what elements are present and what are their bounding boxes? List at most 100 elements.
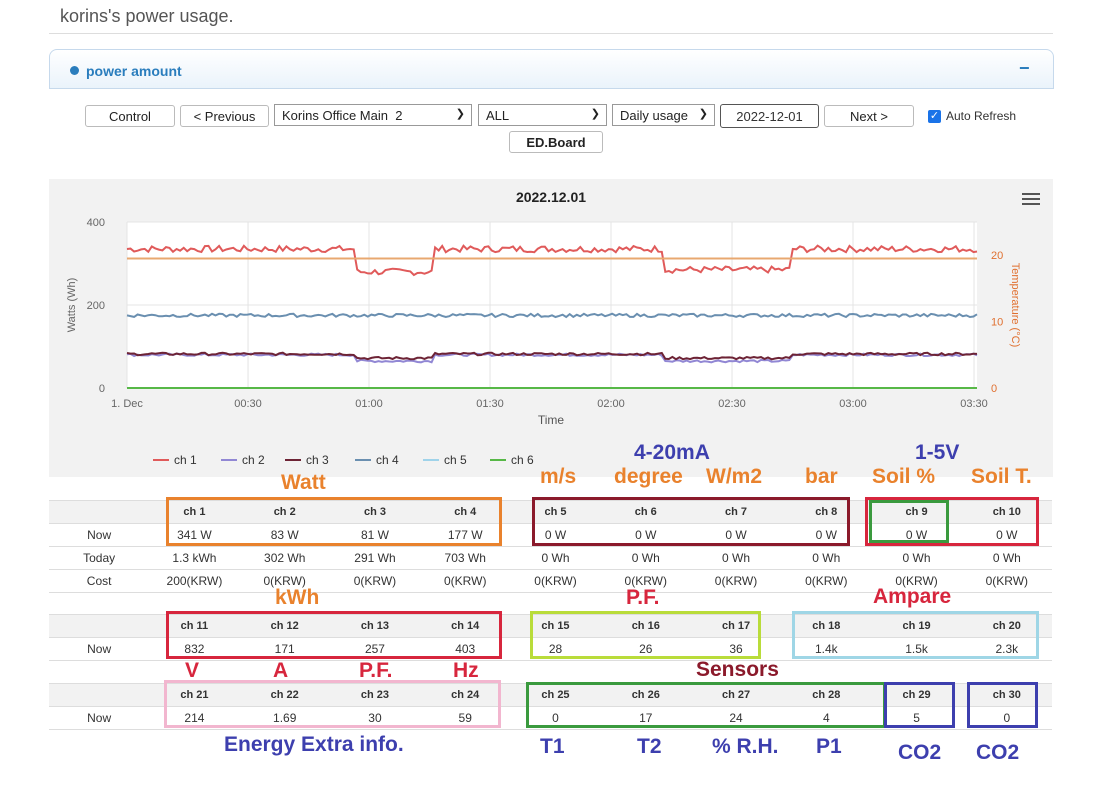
channel-value: 171	[239, 637, 330, 661]
row-label: Now	[49, 706, 150, 730]
series-line-ch-3	[126, 351, 978, 361]
channel-header: ch 4	[420, 500, 511, 524]
channel-header: ch 19	[871, 614, 962, 638]
co2-label-29: CO2	[898, 741, 942, 764]
channel-value: 0 W	[961, 523, 1052, 547]
channel-value: 0	[961, 706, 1052, 730]
panel-title: power amount	[86, 63, 182, 79]
energy-extra-label: Energy Extra info.	[224, 733, 404, 756]
channel-value: 24	[690, 706, 782, 730]
ma-label: 4-20mA	[634, 441, 710, 464]
channel-filter-select[interactable]: ALL ❯	[478, 104, 607, 126]
channel-header: ch 26	[600, 683, 691, 707]
x-tick-label: 03:30	[960, 398, 988, 410]
a-label: A	[273, 659, 289, 682]
power-chart: 1. Dec 00:30 01:00 01:30 02:00 02:30 03:00 03:3…	[49, 179, 1053, 477]
v-label: V	[185, 659, 200, 682]
y-axis-label: Watts (Wh)	[66, 278, 78, 333]
channel-value: 0(KRW)	[239, 569, 330, 593]
chart-svg: 1. Dec 00:30 01:00 01:30 02:00 02:30 03:00 03:3…	[66, 189, 1021, 467]
channel-value: 5	[871, 706, 962, 730]
channel-value: 0 W	[690, 523, 782, 547]
clock-icon	[70, 66, 79, 75]
channel-header: ch 25	[510, 683, 601, 707]
date-input[interactable]: 2022-12-01	[720, 104, 819, 128]
next-button[interactable]: Next >	[824, 105, 914, 127]
title-divider	[49, 33, 1053, 34]
ma-group-box	[532, 497, 850, 546]
row-label: Now	[49, 637, 150, 661]
channel-header: ch 14	[420, 614, 511, 638]
channel-value: 2.3k	[961, 637, 1052, 661]
channel-value: 59	[420, 706, 511, 730]
channel-value: 83 W	[239, 523, 330, 547]
wm2-label: W/m2	[706, 465, 763, 488]
channel-table-3: ch 21 ch 22 ch 23 ch 24 ch 25 ch 26 ch 27 ch 28…	[49, 683, 1052, 730]
x-tick-label: 01:00	[355, 398, 383, 410]
co2-label-30: CO2	[976, 741, 1020, 764]
channel-value: 291 Wh	[329, 546, 421, 570]
channel-table-1: ch 1 ch 2 ch 3 ch 4 ch 5 ch 6 ch 7 ch 8 ch 9 ch 1…	[49, 500, 1052, 593]
legend-label: ch 1	[174, 453, 197, 467]
row-label-spacer	[49, 614, 150, 638]
bar-label: bar	[805, 465, 838, 488]
channel-value: 0(KRW)	[781, 569, 872, 593]
rh-label: % R.H.	[712, 735, 779, 758]
channel-value: 4	[781, 706, 872, 730]
y2-tick-label: 10	[991, 317, 1003, 329]
pf-group-box	[530, 611, 761, 659]
channel-value: 200(KRW)	[149, 569, 240, 593]
channel-header: ch 27	[690, 683, 782, 707]
y2-axis-label: Temperature (°C)	[1009, 263, 1021, 347]
channel-value: 17	[600, 706, 691, 730]
v15-label: 1-5V	[915, 441, 960, 464]
channel-value: 0 Wh	[690, 546, 782, 570]
legend-label: ch 6	[511, 453, 534, 467]
soil-pct-label: Soil %	[872, 465, 936, 488]
channel-header: ch 18	[781, 614, 872, 638]
y2-tick-label: 20	[991, 250, 1003, 262]
pf-label: P.F.	[359, 659, 393, 682]
channel-value: 81 W	[329, 523, 421, 547]
soil-group-box	[869, 500, 949, 543]
t1-label: T1	[540, 735, 565, 758]
power-amount-panel-header	[49, 49, 1054, 89]
chevron-down-icon: ❯	[590, 108, 600, 120]
chart-menu-icon[interactable]	[1022, 193, 1040, 208]
x-tick-label: 02:00	[597, 398, 625, 410]
usage-mode-select[interactable]: Daily usage ❯	[612, 104, 715, 126]
row-label: Now	[49, 523, 150, 547]
channel-table-2: ch 11 ch 12 ch 13 ch 14 ch 15 ch 16 ch 17 ch 18…	[49, 614, 1052, 661]
channel-header: ch 13	[329, 614, 421, 638]
sensors-label: Sensors	[696, 658, 779, 681]
channel-header: ch 16	[600, 614, 691, 638]
channel-header: ch 23	[329, 683, 421, 707]
control-button[interactable]: Control	[85, 105, 175, 127]
channel-value: 26	[600, 637, 691, 661]
x-tick-label: 02:30	[718, 398, 746, 410]
x-tick-label: 1. Dec	[111, 398, 143, 410]
channel-value: 0 Wh	[600, 546, 691, 570]
legend-label: ch 4	[376, 453, 399, 467]
pf-top-label: P.F.	[626, 586, 660, 609]
channel-value: 0 Wh	[961, 546, 1052, 570]
p1-label: P1	[816, 735, 842, 758]
watt-group-box	[166, 497, 502, 546]
collapse-button[interactable]: −	[1019, 58, 1030, 78]
y-tick-label: 400	[87, 217, 105, 229]
channel-value: 302 Wh	[239, 546, 330, 570]
previous-button[interactable]: < Previous	[180, 105, 269, 127]
auto-refresh-checkbox[interactable]: ✓	[928, 110, 941, 123]
site-select[interactable]: Korins Office Main 2 ❯	[274, 104, 472, 126]
channel-header: ch 6	[600, 500, 691, 524]
watt-label: Watt	[281, 471, 326, 494]
legend-label: ch 2	[242, 453, 265, 467]
series-line-ch-4	[126, 312, 978, 319]
edboard-button[interactable]: ED.Board	[509, 131, 603, 153]
page-title: korins's power usage.	[60, 6, 234, 26]
channel-value: 1.3 kWh	[149, 546, 240, 570]
channel-value: 214	[149, 706, 240, 730]
channel-value: 0	[510, 706, 601, 730]
channel-value: 0(KRW)	[420, 569, 511, 593]
